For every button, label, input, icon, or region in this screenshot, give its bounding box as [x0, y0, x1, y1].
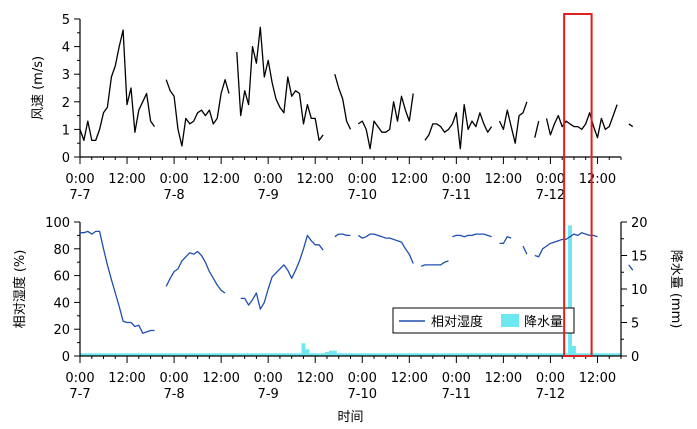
x-tick-label-time: 0:00 [442, 172, 471, 187]
humidity-line [357, 233, 414, 264]
humidity-line [628, 264, 634, 271]
x-tick-label-time: 0:00 [348, 172, 377, 187]
x-tick-label-time: 0:00 [536, 172, 565, 187]
y-tick-label-right: 15 [631, 250, 648, 265]
x-tick-label-date: 7-9 [258, 387, 279, 402]
x-tick-label-date: 7-11 [442, 387, 472, 402]
wind-speed-line [498, 101, 528, 144]
wind-speed-line [334, 74, 352, 130]
wind-speed-line [165, 79, 230, 147]
precipitation-bar [301, 343, 306, 356]
x-tick-label-time: 12:00 [579, 371, 616, 386]
highlight-box [563, 13, 593, 357]
x-tick-label-date: 7-8 [163, 188, 184, 203]
x-axis-label: 时间 [337, 410, 363, 425]
x-tick-label-date: 7-7 [69, 188, 90, 203]
x-tick-label-time: 0:00 [254, 172, 283, 187]
y-tick-label: 60 [53, 270, 70, 285]
y-tick-label-right: 5 [631, 317, 639, 332]
humidity-line [334, 233, 351, 238]
wind-speed-line [534, 120, 540, 138]
precipitation-bar [305, 349, 310, 356]
legend-label-precipitation: 降水量 [524, 315, 563, 330]
wind-speed-line [236, 26, 324, 142]
x-tick-label-time: 0:00 [65, 371, 94, 386]
x-tick-label-time: 0:00 [442, 371, 471, 386]
x-tick-label-time: 12:00 [296, 371, 333, 386]
legend-label-humidity: 相对湿度 [431, 314, 483, 330]
x-tick-label-time: 12:00 [202, 371, 239, 386]
humidity-line [452, 233, 492, 238]
y-tick-label-right: 20 [631, 216, 648, 231]
y-axis-label-right: 降水量 (mm) [668, 250, 683, 329]
x-tick-label-date: 7-10 [348, 188, 378, 203]
wind-speed-line [628, 123, 634, 128]
x-tick-label-date: 7-11 [442, 188, 472, 203]
y-tick-label: 0 [62, 350, 70, 365]
wind-speed-line [545, 104, 618, 139]
x-tick-label-time: 12:00 [391, 371, 428, 386]
y-tick-label: 1 [62, 123, 70, 138]
y-tick-label-right: 0 [631, 350, 639, 365]
x-tick-label-time: 12:00 [202, 172, 239, 187]
humidity-line [522, 245, 528, 255]
y-tick-label: 2 [62, 96, 70, 111]
x-tick-label-time: 12:00 [108, 172, 145, 187]
x-tick-label-time: 12:00 [579, 172, 616, 187]
x-tick-label-time: 0:00 [159, 172, 188, 187]
x-tick-label-date: 7-12 [536, 387, 566, 402]
y-axis-label: 风速 (m/s) [31, 56, 46, 120]
wind-speed-line [79, 29, 156, 142]
x-tick-label-date: 7-9 [258, 188, 279, 203]
x-tick-label-time: 0:00 [536, 371, 565, 386]
x-tick-label-time: 0:00 [159, 371, 188, 386]
humidity-line [420, 260, 449, 267]
humidity-line [80, 230, 155, 334]
x-tick-label-date: 7-10 [348, 387, 378, 402]
x-tick-label-time: 12:00 [108, 371, 145, 386]
wind-speed-line [357, 93, 414, 150]
x-tick-label-date: 7-12 [536, 188, 566, 203]
wind-speed-line [424, 103, 493, 150]
x-tick-label-time: 12:00 [391, 172, 428, 187]
y-axis-label: 相对湿度 (%) [12, 250, 28, 329]
precipitation-bar [571, 345, 576, 356]
x-tick-label-time: 12:00 [485, 371, 522, 386]
x-tick-label-date: 7-8 [163, 387, 184, 402]
y-tick-label: 4 [62, 41, 70, 56]
y-tick-label: 0 [62, 151, 70, 166]
x-tick-label-date: 7-7 [69, 387, 90, 402]
y-tick-label: 3 [62, 68, 70, 83]
x-tick-label-time: 0:00 [348, 371, 377, 386]
humidity-line [499, 236, 512, 245]
y-tick-label: 100 [45, 216, 70, 231]
legend-swatch-precipitation [501, 314, 519, 327]
y-tick-label-right: 10 [631, 283, 648, 298]
humidity-line [165, 250, 226, 294]
x-tick-label-time: 0:00 [65, 172, 94, 187]
y-tick-label: 80 [53, 243, 70, 258]
x-tick-label-time: 12:00 [296, 172, 333, 187]
humidity-line [240, 234, 324, 310]
y-tick-label: 20 [53, 323, 70, 338]
x-tick-label-time: 12:00 [485, 172, 522, 187]
x-tick-label-time: 0:00 [254, 371, 283, 386]
y-tick-label: 40 [53, 296, 70, 311]
y-tick-label: 5 [62, 13, 70, 28]
precipitation-bar [568, 225, 572, 356]
humidity-line [534, 232, 598, 258]
